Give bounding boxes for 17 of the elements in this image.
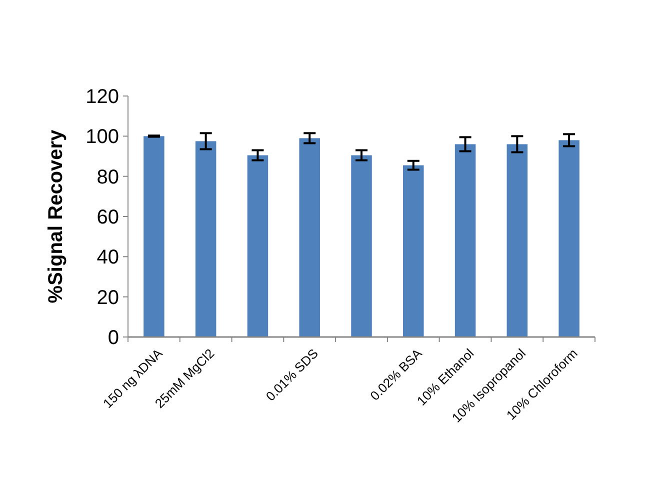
bar <box>247 155 268 337</box>
y-tick-label: 120 <box>86 86 119 108</box>
bar <box>454 144 476 337</box>
y-tick-label: 60 <box>96 206 119 228</box>
bar <box>195 141 216 337</box>
y-tick-label: 80 <box>96 166 119 188</box>
y-tick-label: 100 <box>86 126 119 148</box>
bar <box>506 144 528 337</box>
bar <box>299 138 320 337</box>
y-axis-title: %Signal Recovery <box>45 128 67 304</box>
bar <box>403 165 424 337</box>
y-tick-label: 40 <box>96 246 119 269</box>
bar <box>558 140 580 337</box>
y-tick-label: 0 <box>108 327 119 349</box>
bar <box>144 136 164 337</box>
bar <box>351 155 372 337</box>
y-tick-label: 20 <box>96 286 119 309</box>
